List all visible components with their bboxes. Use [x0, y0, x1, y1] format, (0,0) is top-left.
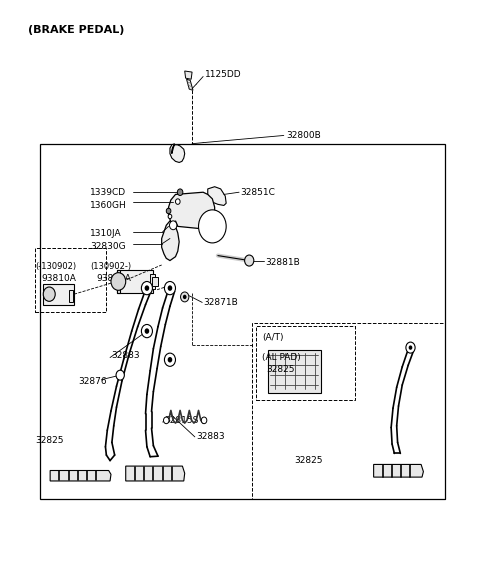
Text: 32871B: 32871B — [203, 298, 238, 307]
Text: 32800B: 32800B — [286, 131, 321, 140]
Text: (BRAKE PEDAL): (BRAKE PEDAL) — [28, 25, 124, 35]
Text: 1339CD: 1339CD — [90, 188, 126, 197]
Circle shape — [142, 324, 153, 338]
Circle shape — [176, 199, 180, 204]
Text: 1310JA: 1310JA — [90, 229, 122, 238]
Circle shape — [199, 210, 226, 243]
Polygon shape — [170, 144, 185, 162]
Bar — [256, 325, 355, 400]
Bar — [117, 270, 154, 293]
Text: 32825: 32825 — [267, 365, 295, 374]
Polygon shape — [208, 187, 226, 205]
Polygon shape — [117, 270, 120, 293]
Text: 93810A: 93810A — [96, 274, 131, 282]
Text: 32825: 32825 — [35, 436, 63, 445]
Bar — [39, 144, 445, 499]
Bar — [252, 323, 445, 499]
Text: (AL PAD): (AL PAD) — [262, 353, 301, 362]
Text: 32883: 32883 — [196, 432, 225, 441]
Bar — [69, 290, 73, 302]
Circle shape — [116, 370, 124, 380]
Bar — [35, 249, 107, 312]
Text: (-130902): (-130902) — [35, 262, 76, 270]
Polygon shape — [162, 221, 179, 261]
Text: 32815S: 32815S — [164, 416, 198, 425]
Bar — [43, 284, 74, 305]
Text: 1360GH: 1360GH — [90, 201, 127, 210]
Polygon shape — [168, 192, 215, 229]
Polygon shape — [187, 79, 193, 90]
Circle shape — [408, 346, 412, 350]
Bar — [268, 350, 321, 393]
Circle shape — [111, 273, 126, 290]
Circle shape — [165, 353, 176, 366]
Circle shape — [245, 255, 254, 266]
Circle shape — [177, 189, 183, 196]
Polygon shape — [185, 71, 192, 79]
Circle shape — [168, 285, 172, 291]
Bar — [150, 274, 155, 289]
Circle shape — [169, 221, 177, 230]
Circle shape — [183, 294, 187, 299]
Circle shape — [144, 328, 149, 334]
Polygon shape — [126, 466, 185, 481]
Circle shape — [165, 281, 176, 294]
Circle shape — [144, 285, 149, 291]
Text: 1125DD: 1125DD — [205, 71, 242, 79]
Polygon shape — [373, 464, 423, 477]
Circle shape — [180, 292, 189, 302]
Text: 32883: 32883 — [111, 351, 140, 360]
Circle shape — [168, 214, 172, 219]
Text: 32876: 32876 — [78, 377, 107, 386]
Text: 32825: 32825 — [294, 456, 323, 465]
Text: 32830G: 32830G — [90, 242, 126, 251]
Bar — [152, 277, 158, 286]
Circle shape — [164, 417, 169, 424]
Text: 93810A: 93810A — [41, 274, 76, 282]
Circle shape — [406, 342, 415, 353]
Circle shape — [142, 281, 153, 294]
Text: 32851C: 32851C — [240, 188, 275, 197]
Circle shape — [166, 208, 171, 214]
Text: 32881B: 32881B — [265, 258, 300, 267]
Text: (A/T): (A/T) — [262, 333, 284, 342]
Circle shape — [43, 287, 55, 301]
Text: (130902-): (130902-) — [90, 262, 132, 270]
Circle shape — [168, 357, 172, 363]
Polygon shape — [50, 471, 111, 481]
Circle shape — [201, 417, 207, 424]
